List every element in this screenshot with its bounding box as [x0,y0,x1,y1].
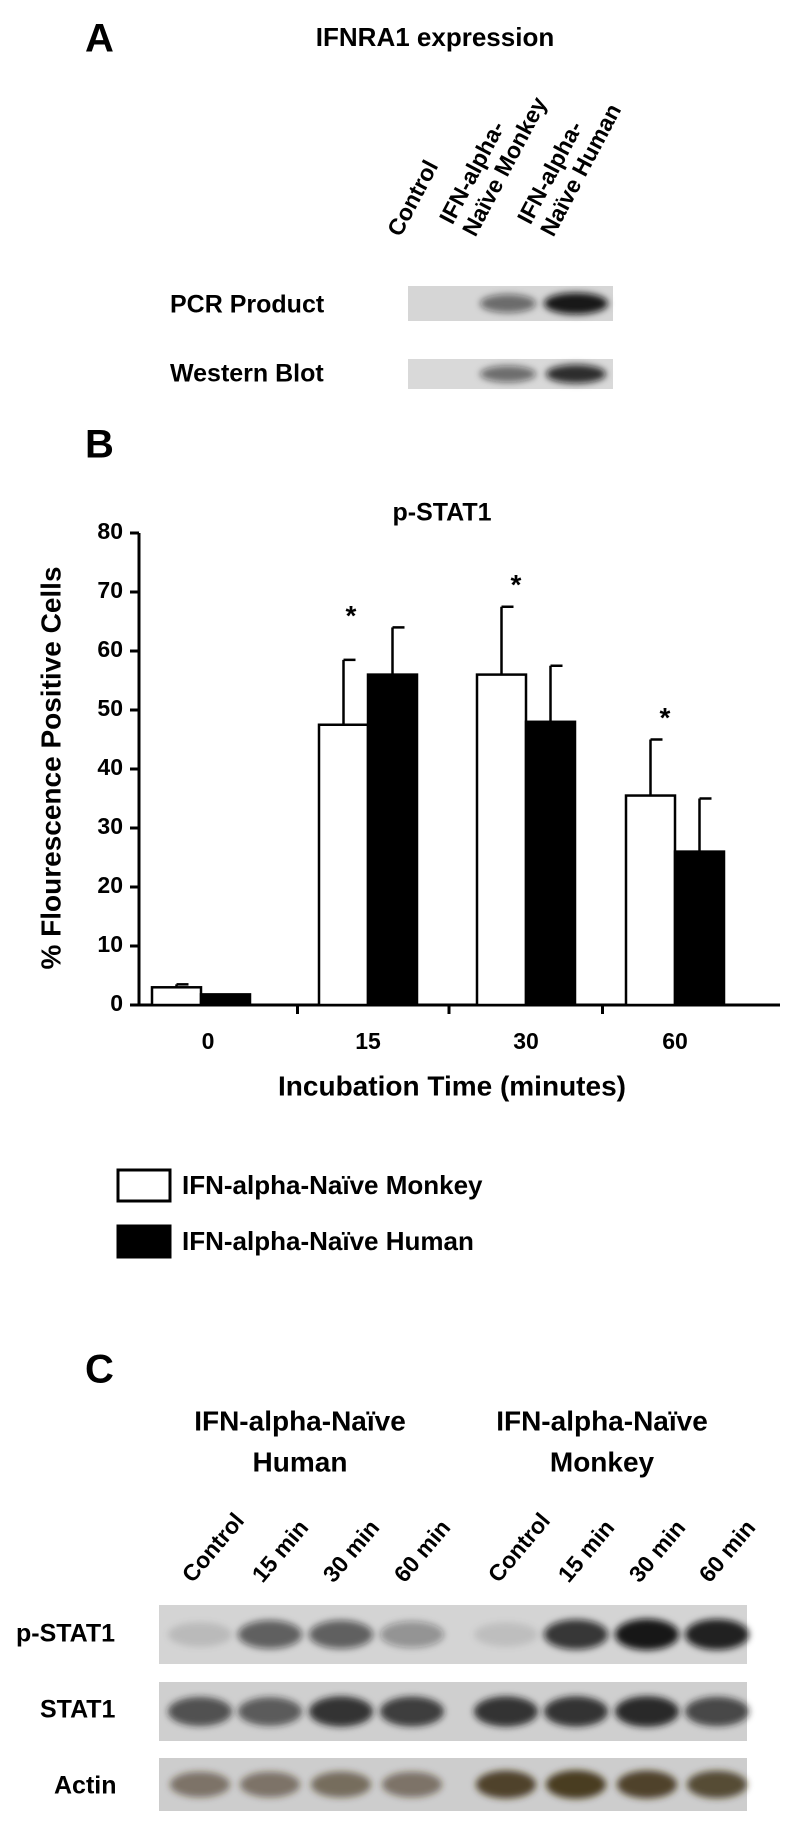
legend-swatch [116,1224,172,1259]
blot-band [309,1620,373,1649]
row-label: STAT1 [40,1696,116,1724]
blot-band [474,1622,538,1647]
lane-label: 15 min [553,1515,620,1588]
blot-band [544,292,608,315]
panel-title: IFNRA1 expression [316,22,554,52]
blot-band [617,1770,677,1799]
group-label: IFN-alpha-Naïve [194,1405,406,1436]
annotation: * [660,702,671,733]
blot-band [685,1696,749,1727]
y-tick-label: 30 [97,813,123,839]
x-tick-label: 30 [513,1028,539,1054]
bar [673,850,726,1007]
lane-label: 15 min [247,1515,314,1588]
x-axis-label: Incubation Time (minutes) [278,1070,626,1101]
blot-band [168,1622,232,1647]
y-tick-label: 60 [97,636,123,662]
blot-band [615,1696,679,1727]
x-tick-label: 0 [202,1028,215,1054]
y-tick-label: 40 [97,754,123,780]
lane-label: Control [177,1508,249,1587]
row-label: PCR Product [170,291,325,319]
bar [624,794,677,1007]
blot-band [685,1619,749,1650]
legend-label: IFN-alpha-Naïve Human [182,1226,474,1256]
group-label: IFN-alpha-Naïve [496,1405,708,1436]
blot-band [476,1770,536,1799]
annotation: * [346,600,357,631]
legend-label: IFN-alpha-Naïve Monkey [182,1170,483,1200]
panel-letter: C [85,1348,114,1392]
blot-band [309,1696,373,1727]
x-tick-label: 60 [662,1028,688,1054]
blot-band [311,1771,371,1798]
blot-band [546,364,606,384]
blot-band [615,1618,679,1651]
blot-band [168,1696,232,1727]
y-tick-label: 0 [110,990,123,1016]
group-label: Human [253,1446,348,1477]
bar [317,723,370,1007]
row-label: Actin [54,1772,117,1800]
lane-label: 30 min [318,1515,385,1588]
row-label: p-STAT1 [16,1620,115,1648]
bar [150,986,203,1007]
blot-band [546,1770,606,1799]
bar [366,673,419,1007]
blot-band [687,1770,747,1799]
blot-band [544,1619,608,1650]
y-tick-label: 10 [97,931,123,957]
panel-letter: A [85,17,114,61]
blot-band [480,294,536,313]
bar [524,720,577,1007]
y-tick-label: 80 [97,518,123,544]
y-tick-label: 20 [97,872,123,898]
annotation: * [511,569,522,600]
lane-label: 30 min [624,1515,691,1588]
bar [475,673,528,1007]
legend-swatch [116,1168,172,1203]
y-axis-label: % Flourescence Positive Cells [35,566,66,969]
blot-band [380,1696,444,1727]
blot-band [380,1621,444,1648]
lane-label: Control [483,1508,555,1587]
blot-band [170,1771,230,1798]
blot-band [480,365,536,383]
lane-label: 60 min [694,1515,761,1588]
blot-band [544,1696,608,1727]
lane-label: Control [382,156,443,240]
blot-band [238,1620,302,1649]
blot-band [382,1771,442,1798]
panel-letter: B [85,423,114,467]
row-label: Western Blot [170,360,324,388]
lane-label: 60 min [389,1515,456,1588]
lane-label-group: Control [382,156,443,240]
x-tick-label: 15 [355,1028,381,1054]
chart-title: p-STAT1 [392,499,491,527]
y-tick-label: 70 [97,577,123,603]
blot-band [240,1771,300,1798]
bar [199,993,252,1007]
y-tick-label: 50 [97,695,123,721]
group-label: Monkey [550,1446,655,1477]
blot-band [238,1697,302,1726]
blot-band [474,1696,538,1727]
